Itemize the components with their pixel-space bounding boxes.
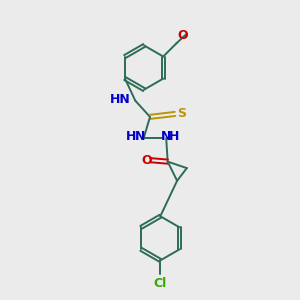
Text: N: N bbox=[161, 130, 171, 143]
Text: H: H bbox=[126, 130, 137, 143]
Text: N: N bbox=[134, 130, 145, 143]
Text: S: S bbox=[177, 107, 186, 120]
Text: HN: HN bbox=[110, 93, 131, 106]
Text: O: O bbox=[141, 154, 152, 167]
Text: O: O bbox=[178, 29, 188, 42]
Text: H: H bbox=[169, 130, 180, 143]
Text: Cl: Cl bbox=[154, 277, 167, 290]
